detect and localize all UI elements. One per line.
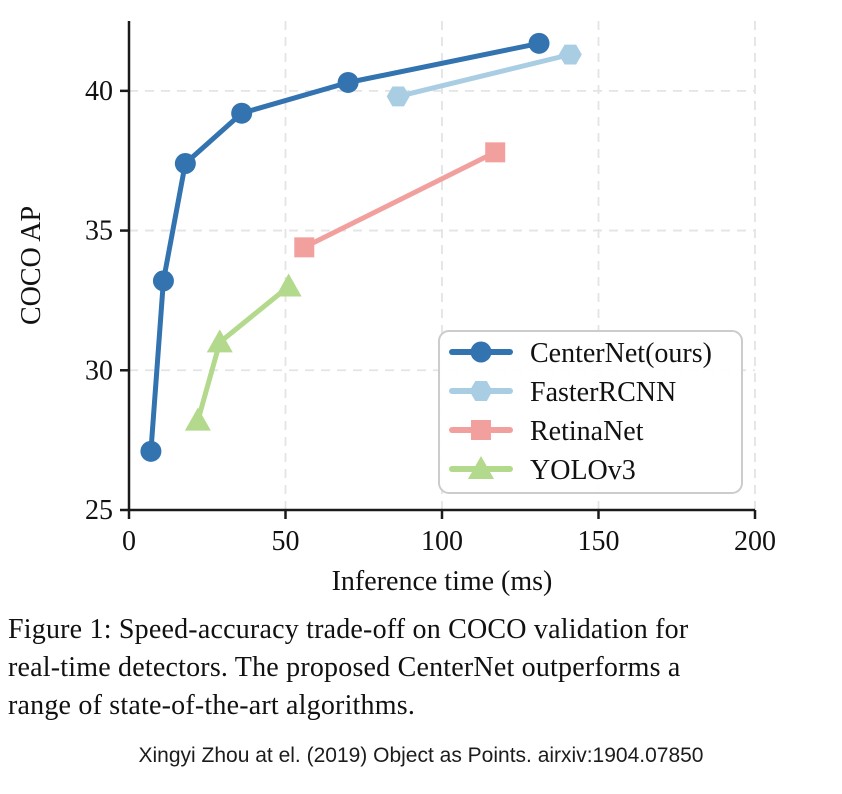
legend-label: FasterRCNN: [530, 377, 676, 408]
caption-line-3: range of state-of-the-art algorithms.: [8, 690, 416, 721]
figure-caption: Figure 1: Speed-accuracy trade-off on CO…: [8, 611, 838, 725]
data-point-centernet-ours: [140, 440, 162, 462]
legend-label: RetinaNet: [530, 416, 644, 447]
caption-line-2: real-time detectors. The proposed Center…: [8, 652, 681, 683]
x-axis-label: Inference time (ms): [332, 566, 553, 597]
x-tick-label: 100: [421, 526, 463, 557]
legend-marker-centernet-ours: [470, 341, 492, 363]
legend-marker-fasterrcnn: [469, 381, 493, 401]
legend-label: YOLOv3: [530, 455, 636, 486]
data-point-centernet-ours: [337, 71, 359, 93]
legend-marker-retinanet: [471, 420, 491, 440]
caption-line-1: Figure 1: Speed-accuracy trade-off on CO…: [8, 614, 689, 645]
series-line-centernet-ours: [148, 40, 542, 454]
series-retinanet: [294, 142, 506, 258]
data-point-centernet-ours: [528, 32, 550, 54]
x-tick-label: 0: [122, 526, 136, 557]
legend-entry-retinanet: RetinaNet: [449, 416, 644, 447]
data-point-fasterrcnn: [386, 86, 410, 107]
speed-accuracy-chart: 0 50 100 150 200 25 30 35 40 Inference time (ms) C…: [16, 21, 776, 597]
data-point-centernet-ours: [174, 153, 196, 175]
data-point-retinanet: [294, 237, 315, 258]
legend-entry-fasterrcnn: FasterRCNN: [449, 377, 676, 408]
legend: CenterNet(ours) FasterRCNN RetinaNet YOLOv3: [438, 330, 743, 494]
y-tick-label: 30: [85, 355, 113, 386]
series-line-yolov3: [195, 284, 292, 424]
series-centernet-ours: [140, 32, 550, 462]
axes: 0 50 100 150 200 25 30 35 40 Inference time (ms) C…: [16, 21, 776, 597]
attribution-line: Xingyi Zhou at el. (2019) Object as Poin…: [138, 744, 704, 767]
series-line-retinanet: [301, 149, 498, 250]
x-tick-label: 50: [272, 526, 300, 557]
legend-entry-centernet-ours: CenterNet(ours): [449, 338, 712, 369]
data-point-retinanet: [485, 142, 506, 163]
y-tick-label: 40: [85, 76, 113, 107]
x-tick-label: 150: [578, 526, 620, 557]
y-axis-label: COCO AP: [16, 206, 47, 325]
x-tick-label: 200: [734, 526, 776, 557]
legend-box: [438, 330, 743, 494]
y-tick-label: 35: [85, 216, 113, 247]
legend-marker-yolov3: [468, 456, 494, 479]
series-fasterrcnn: [386, 44, 582, 107]
data-point-yolov3: [206, 329, 233, 353]
series-yolov3: [184, 273, 302, 431]
series-line-fasterrcnn: [395, 52, 573, 99]
data-point-yolov3: [184, 407, 211, 431]
legend-label: CenterNet(ours): [530, 338, 712, 369]
data-point-yolov3: [275, 273, 302, 297]
legend-entry-yolov3: YOLOv3: [449, 455, 636, 486]
data-point-fasterrcnn: [558, 44, 582, 65]
y-tick-label: 25: [85, 495, 113, 526]
data-point-centernet-ours: [152, 270, 174, 292]
data-point-centernet-ours: [231, 102, 253, 124]
